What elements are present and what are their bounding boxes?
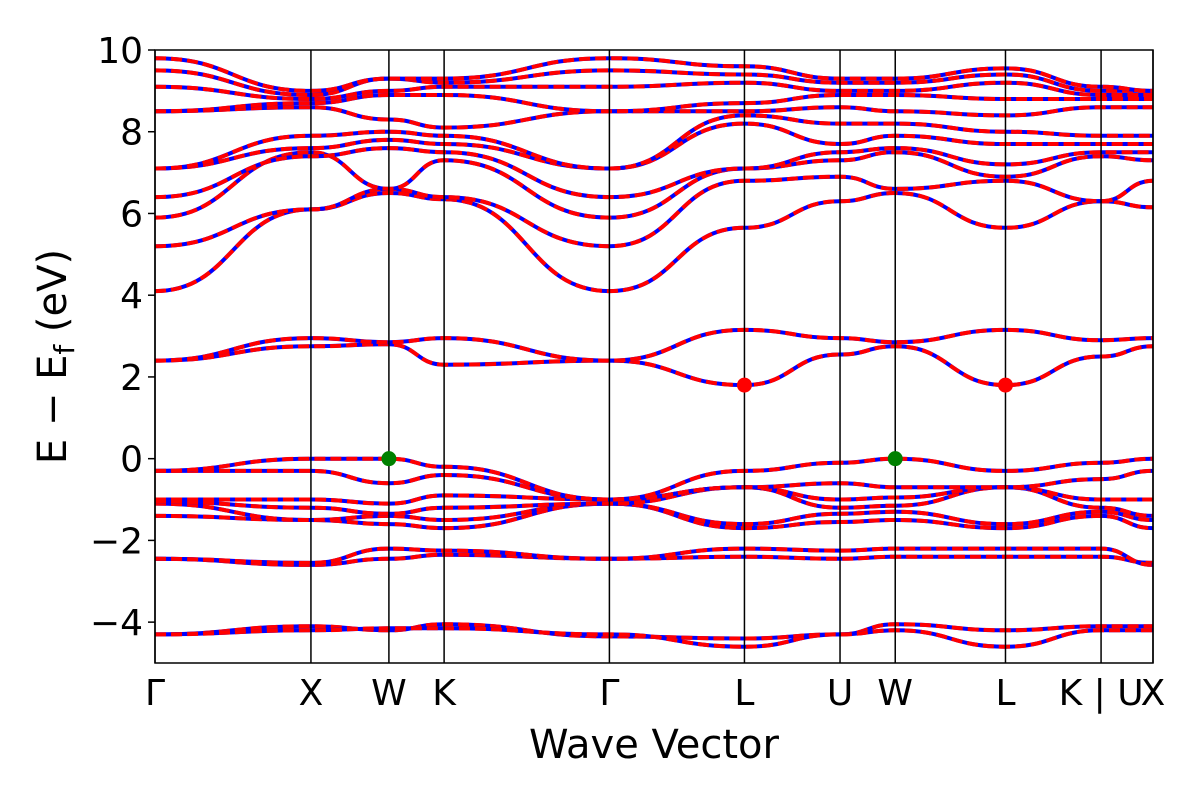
- y-axis-ticks: −4 −2 0 2 4 6 8 10: [90, 31, 155, 644]
- band-line: [154, 68, 1153, 98]
- band-line-dashed: [154, 485, 1154, 518]
- plot-frame: [154, 49, 1154, 664]
- band-line: [154, 146, 1153, 200]
- band-line-dashed: [154, 501, 1154, 527]
- y-tick-label: −4: [90, 603, 143, 644]
- y-tick-label: 0: [120, 440, 143, 481]
- band-line: [154, 80, 1153, 102]
- band-line-dashed: [154, 174, 1154, 249]
- y-tick-label: 6: [120, 194, 143, 235]
- vbm-marker: [887, 451, 903, 467]
- x-axis-label: Wave Vector: [529, 722, 780, 768]
- band-line-dashed: [154, 456, 1154, 502]
- x-tick-label: W: [877, 673, 913, 714]
- band-line-dashed: [154, 93, 1153, 114]
- band-line: [154, 327, 1154, 363]
- band-line: [154, 501, 1154, 531]
- band-line-dashed: [154, 327, 1154, 363]
- x-tick-label: U: [827, 673, 853, 714]
- band-line-dashed: [154, 80, 1153, 102]
- x-tick-label: X: [299, 673, 324, 714]
- band-line-dashed: [154, 105, 1153, 130]
- band-line-dashed: [154, 68, 1153, 98]
- y-tick-label: 2: [120, 358, 143, 399]
- markers-layer: [381, 377, 1013, 467]
- x-tick-label: W: [371, 673, 407, 714]
- y-axis-label: E − Ef (eV): [30, 249, 81, 464]
- x-tick-label: Γ: [145, 673, 165, 714]
- x-tick-label: K | U: [1059, 673, 1144, 714]
- y-axis-label-main: E − E: [30, 355, 76, 465]
- cbm-marker: [736, 377, 752, 393]
- band-line-dashed: [154, 552, 1154, 567]
- band-line-dashed: [154, 342, 1154, 388]
- y-axis-label-subscript: f: [48, 344, 81, 355]
- y-axis-label-unit: (eV): [30, 249, 76, 345]
- bands-layer: [154, 56, 1154, 649]
- band-line-solid: [154, 174, 1154, 249]
- band-line-dashed: [154, 501, 1154, 531]
- vbm-marker: [381, 451, 397, 467]
- band-line: [154, 546, 1154, 567]
- band-line: [154, 485, 1154, 518]
- x-tick-label: Γ: [599, 673, 619, 714]
- y-tick-label: 10: [97, 31, 143, 72]
- x-tick-label: K: [432, 673, 457, 714]
- x-tick-label: L: [995, 673, 1015, 714]
- band-line: [154, 552, 1154, 567]
- band-line-dashed: [154, 146, 1153, 200]
- x-tick-label: X: [1141, 673, 1166, 714]
- band-line-dashed: [155, 468, 1154, 502]
- band-line: [154, 93, 1153, 114]
- band-line-dashed: [154, 626, 1153, 649]
- band-line: [154, 342, 1154, 388]
- band-line-dashed: [154, 56, 1154, 93]
- y-tick-label: 8: [120, 113, 143, 154]
- band-line: [154, 56, 1154, 93]
- band-line: [154, 174, 1154, 249]
- y-tick-label: −2: [90, 521, 143, 562]
- band-line: [154, 501, 1154, 527]
- band-line-dashed: [154, 546, 1154, 567]
- band-line: [154, 105, 1153, 130]
- y-tick-label: 4: [120, 276, 143, 317]
- band-line: [155, 468, 1154, 502]
- band-line: [154, 456, 1154, 502]
- x-tick-label: L: [734, 673, 754, 714]
- band-line: [154, 626, 1153, 649]
- cbm-marker: [997, 377, 1013, 393]
